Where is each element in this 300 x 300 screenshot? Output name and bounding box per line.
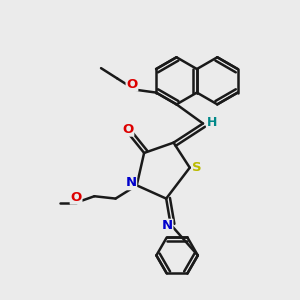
Text: O: O bbox=[126, 78, 138, 91]
Text: H: H bbox=[207, 116, 217, 129]
Text: S: S bbox=[192, 160, 202, 174]
Text: O: O bbox=[122, 123, 134, 136]
Text: N: N bbox=[125, 176, 136, 190]
Text: O: O bbox=[70, 191, 82, 204]
Text: N: N bbox=[161, 220, 172, 232]
